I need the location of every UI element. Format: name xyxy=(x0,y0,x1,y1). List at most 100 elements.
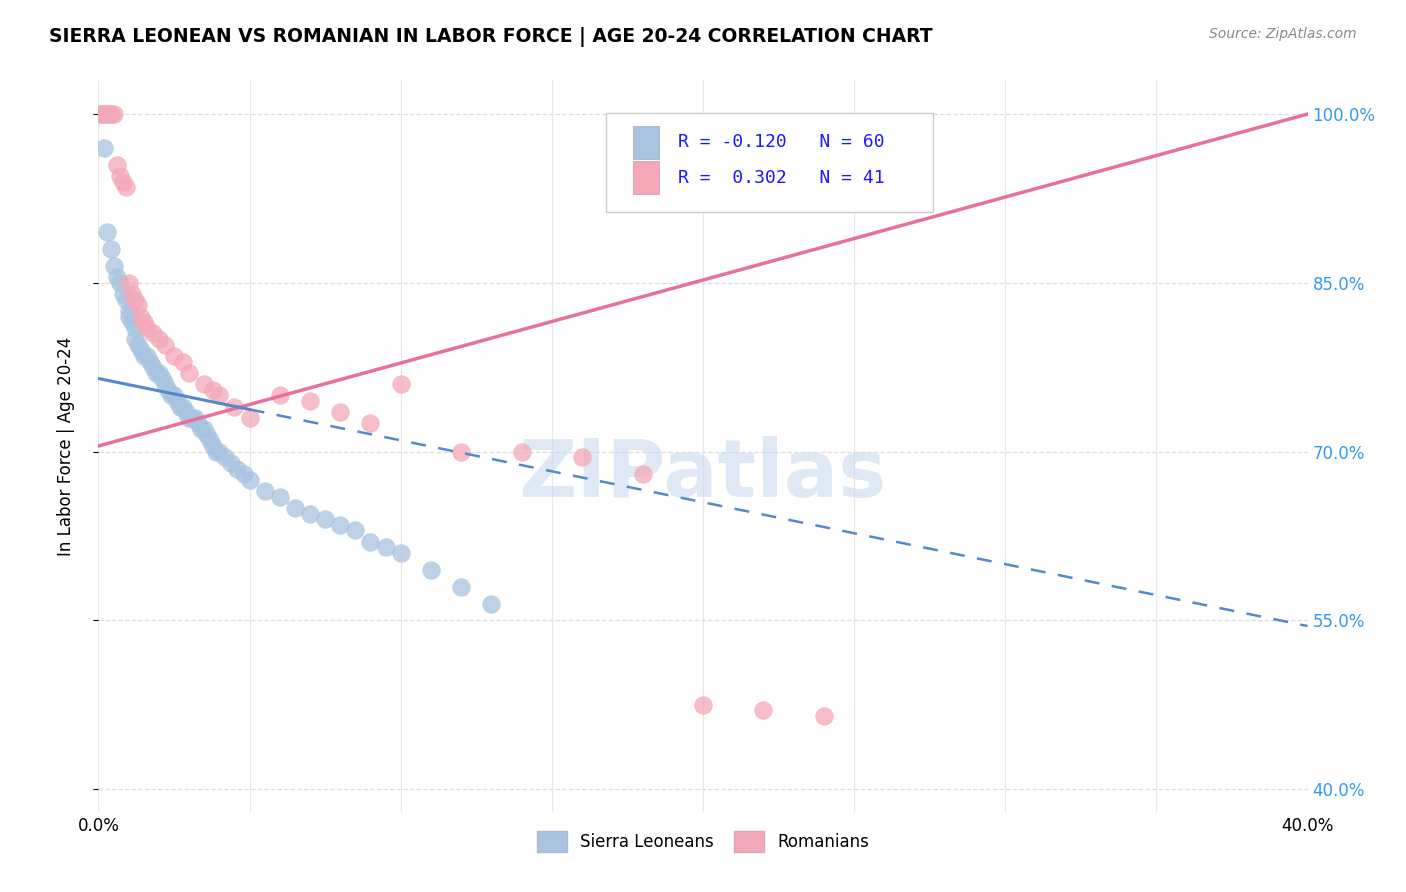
Point xyxy=(163,388,186,402)
Point xyxy=(96,225,118,239)
Point xyxy=(360,417,382,431)
Point xyxy=(481,597,503,611)
Point xyxy=(105,158,128,172)
Point xyxy=(145,366,167,380)
FancyBboxPatch shape xyxy=(633,161,659,194)
Point xyxy=(124,293,146,307)
Text: R =  0.302   N = 41: R = 0.302 N = 41 xyxy=(678,169,884,186)
Point xyxy=(114,180,136,194)
Point xyxy=(118,304,141,318)
Point xyxy=(193,422,215,436)
Point xyxy=(132,349,155,363)
Point xyxy=(360,534,382,549)
Point xyxy=(329,517,352,532)
Point xyxy=(239,410,262,425)
Point xyxy=(813,709,835,723)
Point xyxy=(142,360,165,375)
Point xyxy=(208,388,231,402)
Point xyxy=(105,270,128,285)
Point xyxy=(100,107,122,121)
Point xyxy=(153,377,176,392)
Point xyxy=(190,422,212,436)
Point xyxy=(269,490,291,504)
Point xyxy=(200,434,222,448)
Point xyxy=(127,337,149,351)
Point xyxy=(172,354,194,368)
Point xyxy=(208,444,231,458)
Point xyxy=(124,321,146,335)
Point xyxy=(160,388,183,402)
Point xyxy=(135,349,157,363)
Point xyxy=(118,276,141,290)
Point xyxy=(121,287,143,301)
Point xyxy=(631,467,654,482)
Point xyxy=(148,332,170,346)
Point xyxy=(142,326,165,341)
Point xyxy=(329,405,352,419)
Point xyxy=(193,377,215,392)
Point xyxy=(299,394,322,409)
Point xyxy=(100,107,122,121)
FancyBboxPatch shape xyxy=(606,113,932,212)
Point xyxy=(202,383,225,397)
Point xyxy=(90,107,112,121)
Point xyxy=(108,169,131,183)
Point xyxy=(150,371,173,385)
Point xyxy=(172,400,194,414)
Text: SIERRA LEONEAN VS ROMANIAN IN LABOR FORCE | AGE 20-24 CORRELATION CHART: SIERRA LEONEAN VS ROMANIAN IN LABOR FORC… xyxy=(49,27,932,46)
Point xyxy=(253,483,276,498)
Point xyxy=(96,107,118,121)
Point xyxy=(118,310,141,324)
FancyBboxPatch shape xyxy=(633,126,659,159)
Point xyxy=(111,175,134,189)
Point xyxy=(692,698,714,712)
Point xyxy=(239,473,262,487)
Point xyxy=(90,107,112,121)
Point xyxy=(153,337,176,351)
Point xyxy=(314,512,336,526)
Point xyxy=(129,343,152,358)
Point xyxy=(93,141,115,155)
Point xyxy=(510,444,533,458)
Point xyxy=(179,366,201,380)
Point xyxy=(450,444,472,458)
Point xyxy=(202,439,225,453)
Point xyxy=(135,321,157,335)
Point xyxy=(344,524,367,538)
Point xyxy=(121,315,143,329)
Y-axis label: In Labor Force | Age 20-24: In Labor Force | Age 20-24 xyxy=(56,336,75,556)
Point xyxy=(166,394,188,409)
Point xyxy=(205,444,228,458)
Point xyxy=(187,417,209,431)
Point xyxy=(129,310,152,324)
Point xyxy=(156,383,179,397)
Point xyxy=(148,366,170,380)
Point xyxy=(269,388,291,402)
Point xyxy=(174,405,197,419)
Point xyxy=(139,354,162,368)
Point xyxy=(127,298,149,312)
Point xyxy=(96,107,118,121)
Point xyxy=(389,546,412,560)
Point xyxy=(163,349,186,363)
Point xyxy=(450,580,472,594)
Point xyxy=(179,410,201,425)
Point xyxy=(184,410,207,425)
Point xyxy=(108,276,131,290)
Text: ZIPatlas: ZIPatlas xyxy=(519,436,887,515)
Text: Source: ZipAtlas.com: Source: ZipAtlas.com xyxy=(1209,27,1357,41)
Text: R = -0.120   N = 60: R = -0.120 N = 60 xyxy=(678,134,884,152)
Point xyxy=(124,332,146,346)
Point xyxy=(752,703,775,717)
Point xyxy=(284,500,307,515)
Legend: Sierra Leoneans, Romanians: Sierra Leoneans, Romanians xyxy=(530,824,876,858)
Point xyxy=(100,242,122,256)
Point xyxy=(214,450,236,465)
Point xyxy=(132,315,155,329)
Point xyxy=(111,287,134,301)
Point xyxy=(221,456,243,470)
Point xyxy=(389,377,412,392)
Point xyxy=(195,427,218,442)
Point xyxy=(181,410,204,425)
Point xyxy=(103,107,125,121)
